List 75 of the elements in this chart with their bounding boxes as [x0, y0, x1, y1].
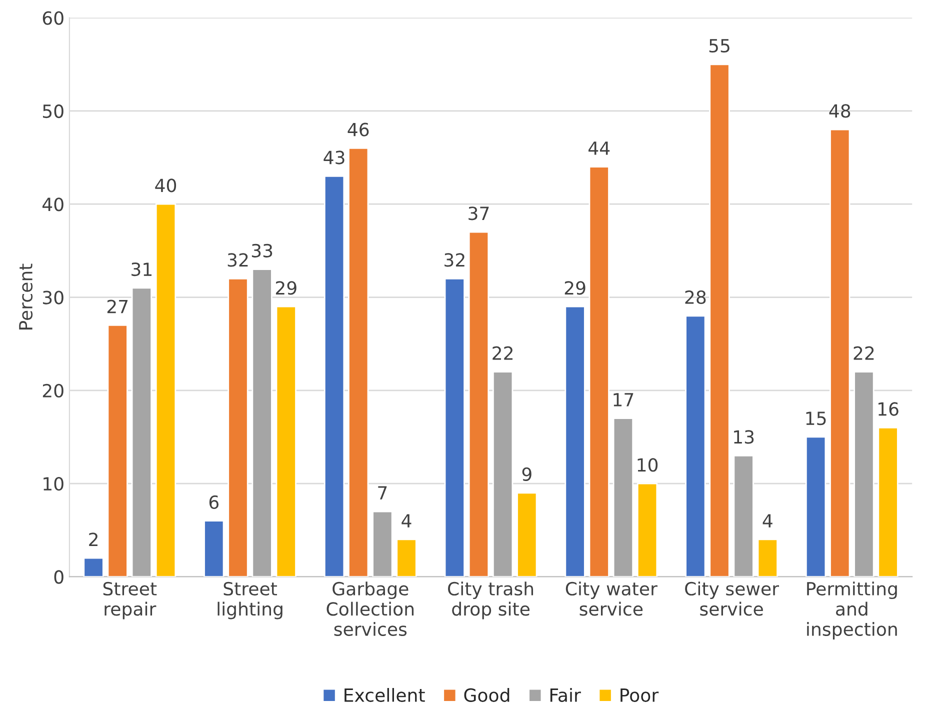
- bar: [516, 492, 538, 577]
- data-label: 22: [854, 346, 874, 360]
- bar: [155, 203, 176, 577]
- y-tick-label: 10: [44, 477, 64, 491]
- y-tick-label: 40: [42, 198, 64, 212]
- y-tick-label: 60: [42, 11, 64, 25]
- bar: [854, 371, 874, 577]
- y-tick-label: 0: [54, 570, 64, 584]
- x-tick-label: City sewer service: [685, 582, 780, 616]
- x-tick-label: Street repair: [103, 582, 157, 620]
- bar: [372, 510, 393, 577]
- data-label: 15: [806, 412, 826, 426]
- data-label: 16: [878, 402, 898, 416]
- bar: [252, 268, 272, 577]
- bar: [805, 436, 826, 577]
- bar: [612, 418, 634, 577]
- data-label: 7: [378, 486, 387, 500]
- y-tick-label: 30: [42, 290, 64, 304]
- bar: [757, 538, 778, 577]
- bar: [444, 278, 465, 577]
- bar: [588, 166, 610, 577]
- legend-label: Excellent: [344, 688, 425, 702]
- bar: [324, 175, 345, 577]
- legend-label: Poor: [620, 688, 659, 702]
- x-tick-label: City water service: [566, 582, 658, 616]
- data-label: 28: [685, 290, 706, 304]
- bar: [107, 324, 128, 577]
- x-tick-label: Permitting and inspection: [807, 582, 897, 640]
- data-label: 4: [762, 514, 772, 528]
- data-label: 40: [155, 178, 176, 192]
- bar: [468, 231, 490, 577]
- data-label: 44: [588, 142, 610, 155]
- bar: [131, 287, 152, 577]
- legend-label: Fair: [550, 688, 581, 702]
- data-label: 48: [829, 104, 850, 118]
- legend-label: Good: [464, 688, 510, 702]
- data-label: 13: [734, 430, 754, 444]
- data-label: 17: [614, 393, 634, 406]
- data-label: 27: [107, 300, 128, 314]
- y-axis-title: Percent: [19, 264, 33, 330]
- data-label: 32: [444, 253, 464, 267]
- data-label: 2: [89, 532, 98, 546]
- data-label: 33: [252, 244, 272, 258]
- bar: [733, 454, 754, 577]
- x-tick-label: Street lighting: [218, 582, 282, 620]
- data-label: 29: [276, 281, 296, 295]
- data-label: 22: [492, 346, 512, 360]
- bar: [228, 278, 248, 577]
- bar: [204, 520, 224, 577]
- data-label: 43: [324, 150, 344, 164]
- data-label: 10: [638, 458, 658, 472]
- bar: [276, 306, 296, 577]
- data-label: 6: [209, 495, 219, 509]
- bar: [396, 538, 417, 577]
- bar: [348, 148, 369, 577]
- y-tick-label: 50: [43, 104, 64, 118]
- bar: [564, 306, 586, 577]
- data-label: 4: [402, 514, 412, 528]
- bar: [685, 315, 706, 577]
- data-label: 9: [522, 467, 532, 482]
- y-tick-label: 20: [42, 384, 64, 398]
- data-label: 29: [564, 281, 586, 295]
- data-label: 31: [132, 262, 152, 276]
- bar: [492, 371, 514, 577]
- data-label: 37: [468, 206, 489, 220]
- data-label: 55: [709, 39, 730, 53]
- bar: [83, 557, 104, 577]
- bar: [709, 64, 730, 577]
- bar: [636, 482, 658, 577]
- x-tick-label: City trash drop site: [448, 582, 534, 620]
- bar: [878, 426, 898, 577]
- bar: [830, 128, 850, 577]
- data-label: 32: [228, 253, 248, 267]
- x-tick-label: Garbage Collection services: [326, 582, 414, 636]
- data-label: 46: [348, 122, 369, 136]
